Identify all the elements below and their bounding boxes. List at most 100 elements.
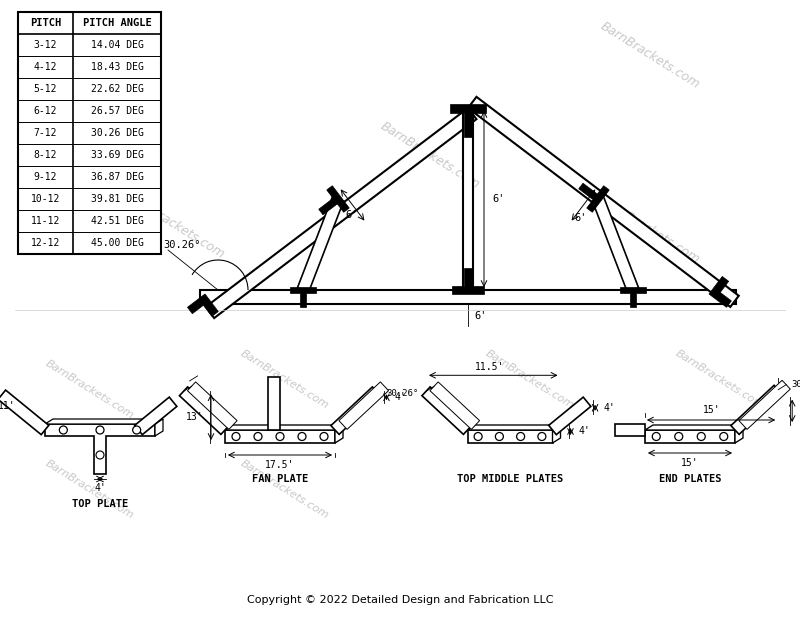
Text: 11': 11' <box>0 401 15 412</box>
Polygon shape <box>430 382 479 430</box>
Text: 6': 6' <box>575 213 587 223</box>
Circle shape <box>298 433 306 441</box>
Polygon shape <box>339 382 389 430</box>
Polygon shape <box>645 430 735 443</box>
Polygon shape <box>452 268 484 294</box>
Text: 7-12: 7-12 <box>34 128 58 138</box>
Text: 42.51 DEG: 42.51 DEG <box>90 216 143 226</box>
Polygon shape <box>225 425 343 430</box>
Polygon shape <box>290 287 316 307</box>
Circle shape <box>698 433 706 441</box>
Polygon shape <box>179 387 229 434</box>
Polygon shape <box>225 430 335 443</box>
Text: BarnBrackets.com: BarnBrackets.com <box>123 189 227 261</box>
Polygon shape <box>331 387 381 434</box>
Text: 45.00 DEG: 45.00 DEG <box>90 238 143 248</box>
Circle shape <box>495 433 503 441</box>
Circle shape <box>652 433 660 441</box>
Text: END PLATES: END PLATES <box>658 474 722 484</box>
Polygon shape <box>18 12 161 254</box>
Text: BarnBrackets.com: BarnBrackets.com <box>598 194 702 266</box>
Circle shape <box>254 433 262 441</box>
Text: 15': 15' <box>702 405 721 415</box>
Circle shape <box>133 426 141 434</box>
Text: Copyright © 2022 Detailed Design and Fabrication LLC: Copyright © 2022 Detailed Design and Fab… <box>246 595 554 605</box>
Text: 6-12: 6-12 <box>34 106 58 116</box>
Circle shape <box>320 433 328 441</box>
Text: 9-12: 9-12 <box>34 172 58 182</box>
Text: BarnBrackets.com: BarnBrackets.com <box>674 349 766 412</box>
Text: 12-12: 12-12 <box>31 238 60 248</box>
Text: 4': 4' <box>394 392 406 402</box>
Polygon shape <box>739 380 790 430</box>
Text: 3-12: 3-12 <box>34 40 58 50</box>
Polygon shape <box>549 397 591 434</box>
Polygon shape <box>467 425 561 430</box>
Text: 26.57 DEG: 26.57 DEG <box>90 106 143 116</box>
Circle shape <box>674 433 682 441</box>
Circle shape <box>96 426 104 434</box>
Polygon shape <box>592 197 638 292</box>
Polygon shape <box>268 377 280 430</box>
Polygon shape <box>45 419 163 424</box>
Polygon shape <box>422 387 471 434</box>
Polygon shape <box>187 294 218 316</box>
Polygon shape <box>0 390 49 434</box>
Text: 30.26 DEG: 30.26 DEG <box>90 128 143 138</box>
Circle shape <box>59 426 67 434</box>
Text: BarnBrackets.com: BarnBrackets.com <box>44 459 136 522</box>
Text: BarnBrackets.com: BarnBrackets.com <box>239 349 331 412</box>
Text: TOP PLATE: TOP PLATE <box>72 499 128 509</box>
Text: BarnBrackets.com: BarnBrackets.com <box>239 459 331 522</box>
Text: 11.5': 11.5' <box>474 362 504 372</box>
Text: 30.26°: 30.26° <box>386 389 418 398</box>
Polygon shape <box>709 276 731 307</box>
Circle shape <box>232 433 240 441</box>
Text: 5-12: 5-12 <box>34 84 58 94</box>
Text: 6': 6' <box>346 210 358 220</box>
Polygon shape <box>553 425 561 443</box>
Text: 4': 4' <box>603 403 614 413</box>
Text: 6': 6' <box>492 194 505 204</box>
Text: 4': 4' <box>578 426 590 436</box>
Polygon shape <box>45 424 155 474</box>
Text: FAN PLATE: FAN PLATE <box>252 474 308 484</box>
Polygon shape <box>468 97 738 307</box>
Polygon shape <box>620 287 646 307</box>
Text: 13': 13' <box>186 412 203 422</box>
Text: TOP MIDDLE PLATES: TOP MIDDLE PLATES <box>457 474 563 484</box>
Polygon shape <box>615 424 645 436</box>
Polygon shape <box>467 430 553 443</box>
Text: BarnBrackets.com: BarnBrackets.com <box>484 349 576 412</box>
Polygon shape <box>298 197 344 292</box>
Polygon shape <box>463 108 473 290</box>
Polygon shape <box>134 397 177 434</box>
Text: 39.81 DEG: 39.81 DEG <box>90 194 143 204</box>
Polygon shape <box>200 290 736 304</box>
Circle shape <box>517 433 525 441</box>
Polygon shape <box>318 186 350 215</box>
Circle shape <box>538 433 546 441</box>
Text: 15': 15' <box>681 458 699 468</box>
Text: 10-12: 10-12 <box>31 194 60 204</box>
Circle shape <box>720 433 728 441</box>
Text: 6': 6' <box>474 311 486 321</box>
Text: PITCH ANGLE: PITCH ANGLE <box>82 18 151 28</box>
Text: 4-12: 4-12 <box>34 62 58 72</box>
Text: PITCH: PITCH <box>30 18 61 28</box>
Polygon shape <box>450 103 486 137</box>
Text: 8-12: 8-12 <box>34 150 58 160</box>
Text: 18.43 DEG: 18.43 DEG <box>90 62 143 72</box>
Polygon shape <box>578 183 610 212</box>
Polygon shape <box>731 385 782 434</box>
Text: 36.87 DEG: 36.87 DEG <box>90 172 143 182</box>
Text: BarnBrackets.com: BarnBrackets.com <box>44 358 136 421</box>
Circle shape <box>276 433 284 441</box>
Polygon shape <box>206 108 477 318</box>
Text: 30.26°: 30.26° <box>791 380 800 389</box>
Text: 17.5': 17.5' <box>266 460 294 470</box>
Text: 11-12: 11-12 <box>31 216 60 226</box>
Circle shape <box>474 433 482 441</box>
Text: 22.62 DEG: 22.62 DEG <box>90 84 143 94</box>
Polygon shape <box>335 425 343 443</box>
